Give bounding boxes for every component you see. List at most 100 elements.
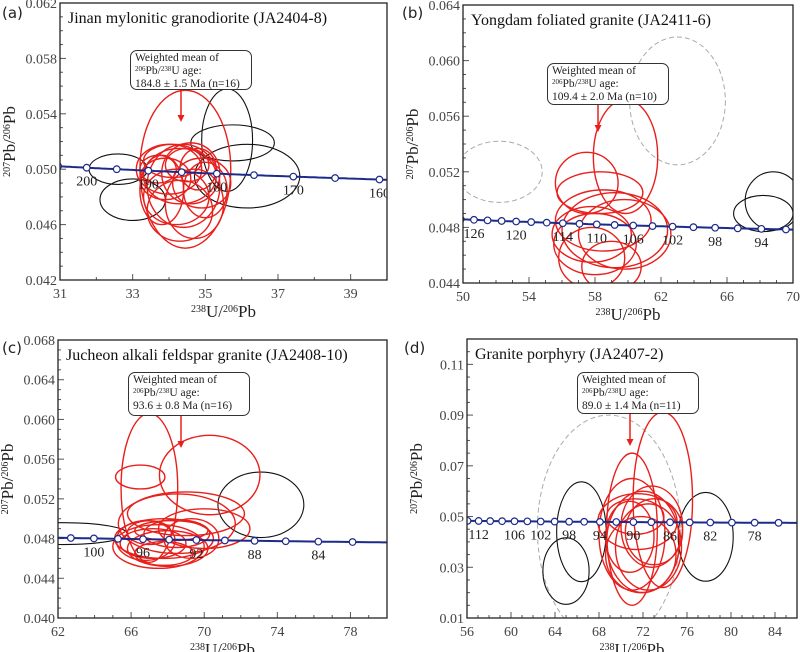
concordant-ellipse [134,540,194,567]
annotation-text: Pb/ [143,387,159,399]
annotation-text: Pb/ [145,65,161,77]
isotope-superscript: 206 [582,387,593,395]
concordia-age-marker [629,221,638,230]
y-axis-title: 207Pb/206Pb [0,444,17,515]
panel-b: 50 54 58 62 66 70 0.044 0.048 0.052 0.056 0.060 0.0… [402,0,800,324]
concordia-age-marker [706,518,715,527]
concordia-age-marker [757,224,766,233]
concordia-age-marker [550,517,559,526]
annotation-age: 184.8 ± 1.5 Ma (n=16) [135,78,240,90]
y-tick-label: 0.09 [440,409,465,424]
concordant-ellipse [146,143,221,229]
panel-c: 62 66 70 74 78 0.040 0.044 0.048 0.052 0.056 0.060… [0,334,388,652]
concordia-age-label: 92 [189,547,203,562]
concordia-age-marker [727,518,736,527]
concordia-age-marker [750,518,759,527]
x-axis-title: 238U/206Pb [190,640,255,652]
concordant-ellipse [604,500,655,574]
x-tick-label: 66 [720,290,734,305]
x-tick-label: 54 [522,290,536,305]
concordia-age-label: 106 [504,528,525,543]
arrow-head-icon [594,125,602,132]
axis-title-part: Pb [407,443,426,461]
panel-label: (d) [404,339,425,357]
y-tick-label: 0.052 [429,166,461,181]
concordia-age-marker [165,535,174,544]
concordia-age-marker [497,217,506,225]
y-tick-label: 0.01 [440,612,465,627]
concordia-age-marker [523,517,532,526]
x-tick-label: 56 [460,625,474,640]
x-tick-label: 50 [456,290,470,305]
concordia-age-marker [512,217,521,226]
concordia-age-label: 102 [530,528,551,543]
axis-title-part: Pb [0,444,17,462]
axis-title-part: Pb [0,106,19,124]
concordia-age-label: 110 [586,231,606,246]
concordia-age-label: 102 [662,234,683,249]
y-tick-label: 0.064 [24,374,56,389]
concordia: 200 190 180 170 160 [60,162,390,202]
concordia-age-marker [112,165,121,174]
concordia-age-marker [711,223,720,232]
annotation-line-2: 206Pb/238U age: [135,65,247,78]
concordia-age-marker [689,223,698,232]
y-tick-label: 0.042 [26,274,58,289]
concordant-ellipse [558,226,626,283]
excluded-ellipse [744,171,793,231]
plot-frame [462,4,794,284]
concordia-age-marker [542,218,551,227]
isotope-superscript: 238 [191,304,206,315]
annotation-text: U age: [169,387,200,399]
isotope-superscript: 206 [133,387,144,395]
concordia-age-label: 106 [623,232,644,247]
x-tick-label: 31 [53,287,67,302]
axis-title-part: Pb/ [403,141,422,164]
axis-title-part: Pb [238,302,256,321]
excluded-ellipse [217,471,305,539]
isotope-superscript: 206 [135,65,146,73]
concordant-ellipse [581,240,642,283]
concordia: 100 96 92 88 84 [58,534,387,564]
y-tick-label: 0.058 [26,52,58,67]
axis-title-part: Pb/ [407,476,426,499]
y-tick-label: 0.07 [440,460,465,475]
plot-frame [59,2,388,281]
annotation-text: Pb/ [592,387,608,399]
panel-label: (b) [402,4,423,22]
concordant-ellipse [164,147,210,183]
concordia-age-marker [580,517,589,526]
concordant-ellipse [604,515,677,594]
isotope-superscript: 238 [160,65,172,73]
concordia-age-label: 78 [748,530,762,545]
concordia-age-marker [629,518,638,526]
panel-a: 31 33 35 37 39 0.042 0.046 0.050 0.054 0.058 0.062… [0,0,390,321]
concordia-age-marker [486,517,495,525]
concordant-ellipse [606,498,665,536]
isotope-superscript: 238 [577,78,589,86]
concordia-age-marker [192,536,201,544]
concordia-age-marker [565,517,573,526]
concordia-age-marker [610,221,619,229]
concordia-age-marker [648,222,657,230]
concordant-ellipse [182,161,228,219]
concordia-age-label: 160 [369,187,390,202]
concordia-age-marker [536,517,545,526]
sample-title: Jinan mylonitic granodiorite (JA2404-8) [68,10,327,27]
concordant-ellipse [624,498,684,566]
axis-title-part: Pb/ [0,476,17,499]
isotope-superscript: 206 [632,642,647,652]
concordia-age-marker [592,220,601,229]
concordant-ellipse [577,198,672,270]
x-tick-label: 39 [344,287,358,302]
concordant-ellipse [158,434,261,516]
isotope-superscript: 206 [223,304,238,315]
x-tick-label: 60 [504,625,518,640]
concordia-age-marker [782,225,790,234]
concordia-age-marker [474,517,483,525]
concordia-age-marker [558,219,567,228]
annotation-line-1: Weighted mean of [552,65,637,77]
annotation-text: Pb/ [562,78,578,90]
